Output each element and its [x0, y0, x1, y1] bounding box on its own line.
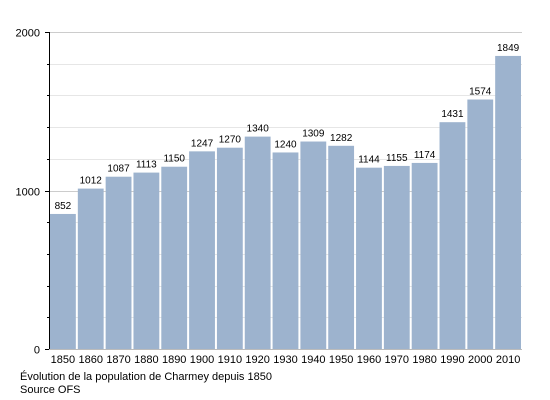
data-label-1930: 1240 — [274, 139, 297, 150]
bar-1850 — [50, 213, 76, 349]
data-label-1990: 1431 — [441, 109, 464, 120]
bar-1900 — [189, 151, 215, 349]
bar-1980 — [411, 162, 438, 349]
chart-caption-title: Évolution de la population de Charmey de… — [20, 371, 272, 383]
bar-1870 — [105, 176, 132, 349]
data-label-1860: 1012 — [80, 176, 103, 187]
data-label-1890: 1150 — [163, 154, 185, 165]
bar-1970 — [383, 165, 410, 349]
chart-caption-source: Source OFS — [20, 384, 81, 396]
bar-1930 — [272, 152, 299, 349]
x-tick-label-1930: 1930 — [273, 354, 297, 366]
data-label-1920: 1340 — [247, 124, 270, 135]
bars — [50, 55, 521, 350]
data-label-2000: 1574 — [469, 87, 492, 98]
x-tick-label-1990: 1990 — [440, 354, 464, 366]
data-label-2010: 1849 — [497, 43, 520, 54]
y-tick-label-0: 0 — [34, 345, 40, 357]
data-label-1870: 1087 — [107, 164, 130, 175]
bar-1860 — [77, 188, 104, 349]
data-label-1910: 1270 — [219, 135, 242, 146]
bar-1910 — [216, 147, 243, 349]
bar-2000 — [467, 99, 494, 349]
data-label-1950: 1282 — [330, 133, 353, 144]
bar-1950 — [328, 145, 355, 349]
x-tick-label-1960: 1960 — [357, 354, 381, 366]
x-tick-label-1950: 1950 — [329, 354, 353, 366]
bar-1920 — [244, 136, 271, 349]
bar-1890 — [161, 166, 188, 349]
x-tick-label-1870: 1870 — [106, 354, 130, 366]
x-tick-label-1910: 1910 — [218, 354, 242, 366]
y-tick-label-2000: 2000 — [16, 28, 40, 40]
bar-1940 — [300, 141, 327, 349]
data-label-1940: 1309 — [302, 129, 325, 140]
x-tick-label-1920: 1920 — [245, 354, 269, 366]
bar-1960 — [356, 167, 382, 349]
x-tick-label-2010: 2010 — [496, 354, 520, 366]
x-tick-label-1880: 1880 — [134, 354, 158, 366]
x-tick-label-1890: 1890 — [162, 354, 186, 366]
data-label-1880: 1113 — [136, 160, 157, 171]
bar-1990 — [439, 122, 466, 350]
axes: 0 1000 2000 1850 1860 1870 1880 1890 1900 1910 192… — [16, 28, 522, 366]
x-tick-label-1860: 1860 — [78, 354, 102, 366]
data-label-1960: 1144 — [358, 155, 380, 166]
y-tick-label-1000: 1000 — [16, 187, 40, 199]
x-tick-label-2000: 2000 — [468, 354, 492, 366]
data-labels: 852 1012 1087 1113 1150 1247 1270 1340 1240 1309 1… — [55, 43, 520, 212]
data-label-1970: 1155 — [386, 153, 408, 164]
x-tick-label-1850: 1850 — [51, 354, 75, 366]
x-tick-label-1980: 1980 — [412, 354, 436, 366]
data-label-1980: 1174 — [414, 150, 436, 161]
x-tick-label-1940: 1940 — [301, 354, 325, 366]
data-label-1900: 1247 — [191, 138, 214, 149]
bar-1880 — [133, 172, 160, 349]
x-tick-label-1970: 1970 — [385, 354, 409, 366]
bar-2010 — [495, 55, 521, 349]
x-tick-label-1900: 1900 — [190, 354, 214, 366]
data-label-1850: 852 — [55, 201, 72, 212]
